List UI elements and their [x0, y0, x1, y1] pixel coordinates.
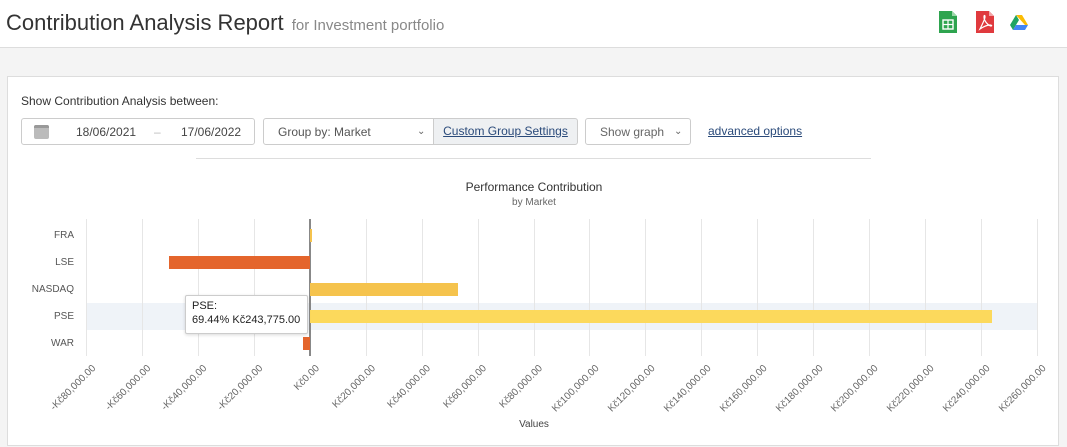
- group-by-select[interactable]: Group by: Market ⌄: [263, 118, 435, 145]
- x-tick-label: Kč240,000.00: [941, 363, 993, 415]
- x-tick-label: Kč180,000.00: [773, 363, 826, 415]
- x-tick-label: -Kč60,000.00: [103, 363, 154, 413]
- gridline: [701, 219, 703, 356]
- x-tick-label: -Kč20,000.00: [215, 363, 266, 413]
- x-tick-label: Kč100,000.00: [549, 363, 602, 415]
- gridline: [981, 219, 983, 356]
- bar-nasdaq[interactable]: [309, 283, 458, 296]
- x-tick-label: Kč80,000.00: [497, 363, 546, 411]
- page-title-text: Contribution Analysis Report: [6, 10, 284, 35]
- chart-subtitle: by Market: [512, 197, 556, 208]
- gridline: [253, 219, 255, 356]
- gridline: [757, 219, 759, 356]
- date-separator: –: [154, 125, 161, 139]
- show-graph-select[interactable]: Show graph ⌄: [585, 118, 691, 145]
- pdf-icon[interactable]: [975, 11, 995, 33]
- date-range-label: Show Contribution Analysis between:: [21, 94, 219, 108]
- gridline: [589, 219, 591, 356]
- gridline: [813, 219, 815, 356]
- gridline: [645, 219, 647, 356]
- y-category-label: PSE: [53, 311, 74, 322]
- tooltip-title: PSE:: [192, 300, 218, 312]
- gridline: [533, 219, 535, 356]
- chart-tooltip: PSE: 69.44% Kč243,775.00: [185, 295, 308, 334]
- date-from-field[interactable]: 18/06/2021: [76, 125, 137, 139]
- bar-war[interactable]: [302, 337, 310, 350]
- tooltip-value: 69.44% Kč243,775.00: [192, 314, 301, 326]
- x-tick-label: Kč60,000.00: [441, 363, 490, 411]
- gridline: [477, 219, 479, 356]
- bar-pse[interactable]: [309, 310, 992, 323]
- page-title: Contribution Analysis Report for Investm…: [6, 10, 444, 36]
- x-tick-label: Kč20,000.00: [329, 363, 378, 411]
- gridline: [197, 219, 199, 356]
- bar-fra[interactable]: [309, 229, 312, 242]
- x-tick-label: Kč120,000.00: [605, 363, 658, 415]
- date-to-field[interactable]: 17/06/2022: [181, 125, 242, 139]
- bar-chart: -Kč80,000.00 -Kč60,000.00 -Kč40,000.00 -Kč2…: [8, 77, 1060, 447]
- y-category-label: NASDAQ: [31, 284, 74, 295]
- gridline: [141, 219, 143, 356]
- divider: [196, 158, 871, 159]
- x-tick-label: Kč260,000.00: [997, 363, 1049, 415]
- x-tick-label: Kč0.00: [291, 363, 322, 393]
- date-range-picker[interactable]: 18/06/2021 – 17/06/2022: [21, 118, 255, 145]
- bar-lse[interactable]: [168, 256, 310, 269]
- calendar-icon: [34, 125, 49, 139]
- y-category-label: LSE: [55, 257, 74, 268]
- custom-group-settings-button[interactable]: Custom Group Settings: [433, 118, 578, 145]
- y-category-label: FRA: [54, 230, 74, 241]
- x-axis-title: Values: [519, 419, 549, 430]
- group-by-value: Group by: Market: [278, 125, 371, 139]
- x-tick-label: -Kč40,000.00: [159, 363, 210, 413]
- advanced-options-link[interactable]: advanced options: [708, 124, 803, 138]
- gridline: [869, 219, 871, 356]
- chevron-down-icon: ⌄: [417, 126, 426, 137]
- page-subtitle: for Investment portfolio: [291, 17, 445, 34]
- y-category-label: WAR: [51, 338, 74, 349]
- chevron-down-icon: ⌄: [674, 126, 683, 137]
- x-tick-label: -Kč80,000.00: [47, 363, 98, 413]
- spreadsheet-icon[interactable]: [938, 11, 958, 33]
- x-tick-label: Kč140,000.00: [661, 363, 714, 415]
- x-tick-label: Kč160,000.00: [717, 363, 770, 415]
- gridline: [1037, 219, 1038, 356]
- report-card: Show Contribution Analysis between: 18/0…: [7, 76, 1059, 446]
- show-graph-value: Show graph: [600, 125, 665, 139]
- google-drive-icon[interactable]: [1010, 14, 1028, 30]
- x-tick-label: Kč40,000.00: [385, 363, 434, 411]
- chart-title: Performance Contribution: [465, 180, 603, 194]
- gridline: [925, 219, 927, 356]
- x-tick-label: Kč220,000.00: [885, 363, 937, 415]
- top-bar: Contribution Analysis Report for Investm…: [0, 0, 1067, 48]
- x-tick-label: Kč200,000.00: [829, 363, 881, 415]
- gridline: [86, 219, 87, 356]
